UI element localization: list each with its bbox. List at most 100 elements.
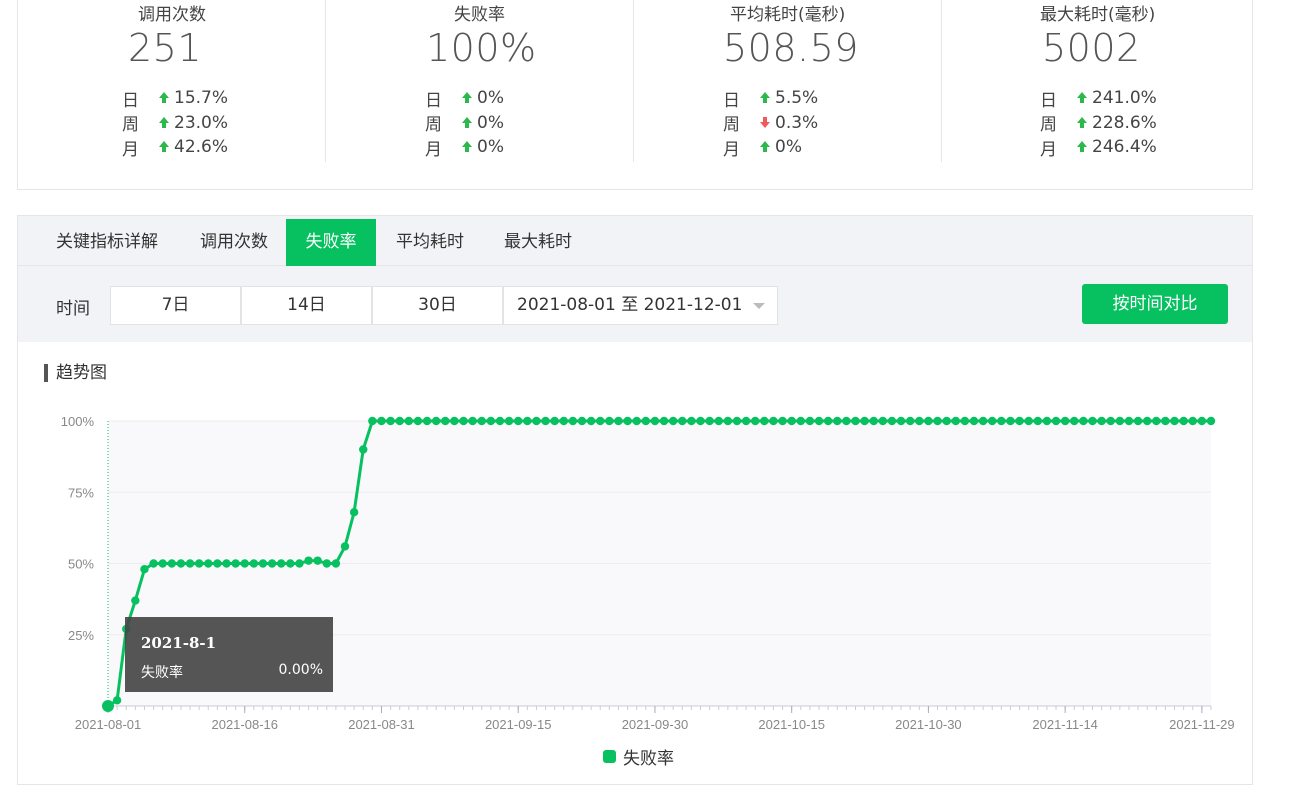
stat-row-day: 日 0% — [425, 88, 504, 111]
stat-row-day: 日 241.0% — [1040, 88, 1157, 111]
data-point — [732, 416, 742, 426]
data-point — [668, 416, 678, 426]
data-point — [915, 416, 924, 426]
arrow-up-icon — [759, 92, 771, 104]
data-point — [486, 416, 496, 426]
data-point — [942, 416, 951, 426]
data-point — [185, 559, 195, 568]
stat-rows: 日 15.7% 周 23.0% 月 42.6% — [122, 86, 228, 160]
data-point — [249, 559, 259, 568]
data-point — [650, 416, 660, 426]
data-point — [787, 416, 796, 426]
data-point — [313, 556, 322, 565]
data-point — [814, 416, 824, 426]
data-point — [258, 559, 268, 568]
arrow-up-icon — [158, 141, 170, 153]
data-point — [851, 416, 860, 426]
chart-legend[interactable]: 失败率 — [603, 744, 674, 769]
data-point — [951, 416, 960, 426]
data-point — [1015, 416, 1024, 426]
data-point — [1033, 416, 1043, 426]
data-point — [404, 416, 414, 426]
data-point — [158, 559, 167, 568]
data-point — [377, 416, 386, 426]
data-point — [997, 416, 1006, 426]
data-point — [559, 416, 568, 426]
chevron-down-icon — [753, 303, 765, 309]
tab-bar: 关键指标详解 调用次数 失败率 平均耗时 最大耗时 — [18, 216, 1252, 266]
data-point — [1188, 416, 1197, 426]
data-point — [1024, 416, 1033, 426]
tooltip-value: 0.00% — [278, 662, 323, 678]
x-tick-label: 2021-10-15 — [758, 717, 825, 732]
data-point — [468, 416, 477, 426]
arrow-up-icon — [461, 141, 473, 153]
data-point — [523, 416, 532, 426]
data-point — [477, 416, 486, 426]
data-point — [286, 559, 295, 568]
data-point — [778, 416, 787, 426]
data-point — [723, 416, 733, 426]
data-point — [577, 416, 587, 426]
data-point — [978, 416, 988, 426]
arrow-up-icon — [461, 116, 473, 129]
data-point — [1115, 416, 1125, 426]
tab-failure-rate[interactable]: 失败率 — [286, 219, 376, 266]
date-range-select[interactable]: 2021-08-01 至 2021-12-01 — [503, 286, 778, 325]
date-range-value: 2021-08-01 至 2021-12-01 — [517, 295, 743, 315]
data-point — [295, 559, 304, 568]
tab-key-metrics[interactable]: 关键指标详解 — [56, 232, 158, 252]
data-point — [1179, 416, 1188, 426]
tab-max-latency[interactable]: 最大耗时 — [504, 232, 572, 252]
stat-rows: 日 241.0% 周 228.6% 月 246.4% — [1040, 86, 1157, 160]
y-tick-label: 75% — [68, 485, 94, 500]
tab-call-count[interactable]: 调用次数 — [200, 232, 268, 252]
range-7d-button[interactable]: 7日 — [110, 286, 241, 325]
data-point — [441, 416, 450, 426]
tooltip-date: 2021-8-1 — [141, 634, 217, 652]
range-14d-button[interactable]: 14日 — [241, 286, 372, 325]
data-point — [896, 416, 906, 426]
data-point — [632, 416, 641, 426]
data-point — [705, 416, 714, 426]
data-point — [1070, 416, 1079, 426]
range-30d-button[interactable]: 30日 — [372, 286, 503, 325]
data-point — [1133, 416, 1143, 426]
data-point — [760, 416, 769, 426]
data-point — [623, 416, 632, 426]
stat-row-week: 周 0% — [425, 112, 504, 136]
data-point — [741, 416, 751, 426]
data-point — [988, 416, 997, 426]
stat-failure-rate: 失败率 100% 日 0% 周 0% 月 0% — [326, 0, 634, 162]
data-point — [340, 542, 350, 551]
data-point — [167, 559, 177, 568]
arrow-up-icon — [158, 92, 170, 104]
data-point — [878, 416, 888, 426]
data-point — [605, 416, 614, 426]
chart-tooltip: 2021-8-1 失败率 0.00% — [125, 617, 333, 692]
data-point — [359, 445, 368, 454]
tab-avg-latency[interactable]: 平均耗时 — [396, 232, 464, 252]
data-point — [659, 416, 669, 426]
data-point — [568, 416, 578, 426]
data-point — [769, 416, 778, 426]
data-point — [1006, 416, 1015, 426]
data-point — [596, 416, 605, 426]
data-point — [751, 416, 760, 426]
data-point — [678, 416, 687, 426]
data-point — [131, 596, 140, 605]
stat-row-day: 日 5.5% — [723, 88, 819, 111]
data-point — [860, 416, 869, 426]
compare-by-time-button[interactable]: 按时间对比 — [1082, 284, 1228, 324]
stat-row-day: 日 15.7% — [122, 88, 229, 111]
arrow-up-icon — [158, 116, 170, 129]
data-point — [641, 416, 651, 426]
data-point — [833, 416, 842, 426]
data-point — [194, 559, 204, 568]
x-tick-label: 2021-08-16 — [211, 717, 278, 732]
stat-row-month: 月 42.6% — [122, 137, 229, 160]
data-point — [586, 416, 596, 426]
data-point — [1161, 416, 1170, 426]
data-point — [213, 559, 222, 568]
data-point — [714, 416, 723, 426]
